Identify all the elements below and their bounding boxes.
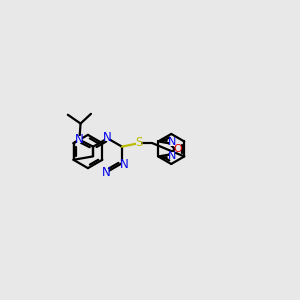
Bar [103, 169, 109, 176]
Bar [121, 160, 127, 168]
Text: S: S [135, 136, 142, 149]
Bar [169, 138, 175, 146]
Bar [175, 145, 181, 152]
Text: N: N [119, 158, 128, 171]
Text: N: N [168, 137, 176, 147]
Text: N: N [168, 151, 176, 161]
Bar [76, 136, 82, 143]
Text: N: N [103, 131, 112, 144]
Text: O: O [173, 144, 182, 154]
Bar [169, 152, 175, 159]
Text: N: N [102, 166, 111, 179]
Text: N: N [75, 133, 84, 146]
Bar [105, 133, 110, 141]
Bar [136, 139, 142, 146]
